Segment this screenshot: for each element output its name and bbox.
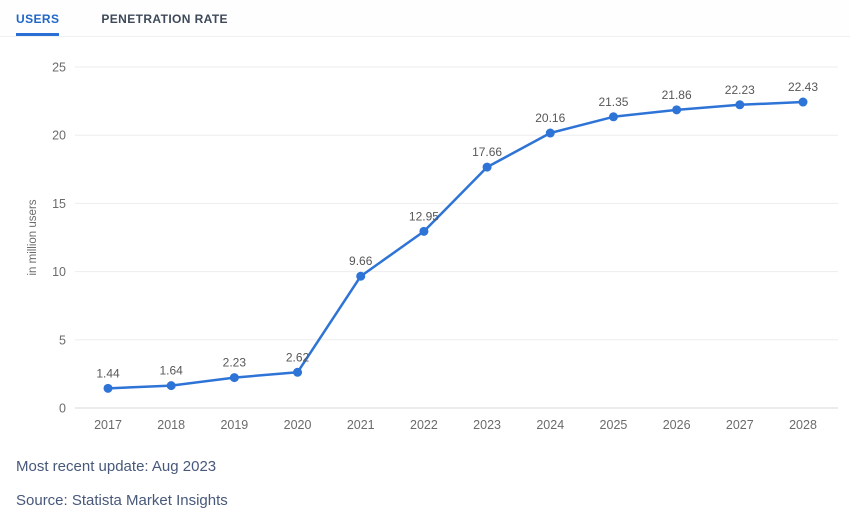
x-tick-label: 2017 <box>94 418 122 432</box>
y-tick-label: 5 <box>59 333 66 347</box>
data-point-label: 9.66 <box>349 254 373 268</box>
data-point-label: 22.43 <box>788 80 818 94</box>
x-tick-label: 2018 <box>157 418 185 432</box>
users-series-line <box>106 100 805 390</box>
footer-update: Most recent update: Aug 2023 <box>16 458 217 475</box>
data-point-label: 2.23 <box>223 356 247 370</box>
x-tick-label: 2027 <box>726 418 754 432</box>
x-tick-label: 2023 <box>473 418 501 432</box>
y-axis-label: in million users <box>27 199 39 275</box>
data-point-label: 21.35 <box>598 95 628 109</box>
x-tick-label: 2020 <box>284 418 312 432</box>
chart-footer: Most recent update: Aug 2023 Source: Sta… <box>0 445 850 510</box>
x-tick-label: 2024 <box>536 418 564 432</box>
tab-penetration-rate[interactable]: PENETRATION RATE <box>101 12 228 26</box>
footer-source: Source: Statista Market Insights <box>16 492 228 509</box>
chart-tab-bar: USERS PENETRATION RATE <box>0 0 850 37</box>
data-point[interactable] <box>735 100 745 110</box>
y-tick-label: 0 <box>59 402 66 416</box>
data-point[interactable] <box>482 162 492 172</box>
data-point[interactable] <box>798 97 808 107</box>
x-tick-label: 2028 <box>789 418 817 432</box>
data-point[interactable] <box>608 112 618 122</box>
data-point-label: 20.16 <box>535 111 565 125</box>
data-point-label: 1.64 <box>160 364 184 378</box>
chart-area: 0 5 10 15 20 25 in million users 1.44 2017 1.64 20… <box>0 37 850 445</box>
data-point-label: 17.66 <box>472 145 502 159</box>
data-point-label: 2.62 <box>286 350 310 364</box>
x-tick-label: 2022 <box>410 418 438 432</box>
y-tick-label: 15 <box>52 197 66 211</box>
data-point-label: 1.44 <box>96 366 120 380</box>
y-tick-label: 25 <box>52 61 66 75</box>
data-point[interactable] <box>229 373 239 383</box>
data-point-label: 21.86 <box>662 88 692 102</box>
x-tick-label: 2021 <box>347 418 375 432</box>
data-point[interactable] <box>103 383 113 393</box>
x-tick-label: 2025 <box>600 418 628 432</box>
y-tick-label: 10 <box>52 265 66 279</box>
data-point[interactable] <box>419 226 429 236</box>
data-point[interactable] <box>293 367 303 377</box>
data-point[interactable] <box>356 271 366 281</box>
data-point[interactable] <box>166 381 176 391</box>
x-tick-label: 2019 <box>220 418 248 432</box>
tab-users[interactable]: USERS <box>16 0 60 36</box>
x-tick-label: 2026 <box>663 418 691 432</box>
data-point[interactable] <box>672 105 682 115</box>
data-point[interactable] <box>545 128 555 138</box>
y-tick-label: 20 <box>52 129 66 143</box>
data-point-label: 22.23 <box>725 83 755 97</box>
data-point-label: 12.95 <box>409 209 439 223</box>
